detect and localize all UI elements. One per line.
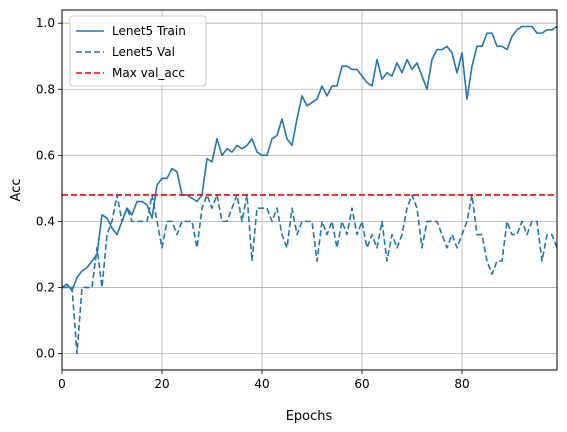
x-tick-label: 40 — [254, 377, 269, 391]
x-tick-label: 60 — [354, 377, 369, 391]
y-tick-label: 0.8 — [36, 82, 55, 96]
x-tick-label: 0 — [58, 377, 66, 391]
y-tick-label: 1.0 — [36, 16, 55, 30]
legend-box — [69, 15, 207, 87]
y-tick-label: 0.2 — [36, 280, 55, 294]
axis-ticks: 0 20 40 60 80 0.0 0.2 0.4 0.6 0.8 1.0 — [36, 16, 470, 391]
legend-label: Max val_acc — [112, 66, 185, 80]
legend: Lenet5 Train Lenet5 Val Max val_acc — [69, 15, 207, 87]
y-axis-label: Acc — [9, 179, 24, 202]
series-line-lenet5-val — [62, 194, 558, 355]
x-axis-label: Epochs — [286, 409, 333, 424]
x-tick-label: 20 — [154, 377, 169, 391]
grid — [61, 10, 557, 370]
legend-label: Lenet5 Train — [112, 24, 186, 38]
x-tick-label: 80 — [454, 377, 469, 391]
series-line-lenet5-train — [61, 25, 558, 292]
series-layer — [61, 25, 558, 355]
legend-label: Lenet5 Val — [112, 45, 175, 59]
plot-frame — [61, 9, 558, 371]
y-tick-label: 0.6 — [36, 148, 55, 162]
y-tick-label: 0.0 — [36, 346, 55, 360]
y-tick-label: 0.4 — [36, 214, 55, 228]
